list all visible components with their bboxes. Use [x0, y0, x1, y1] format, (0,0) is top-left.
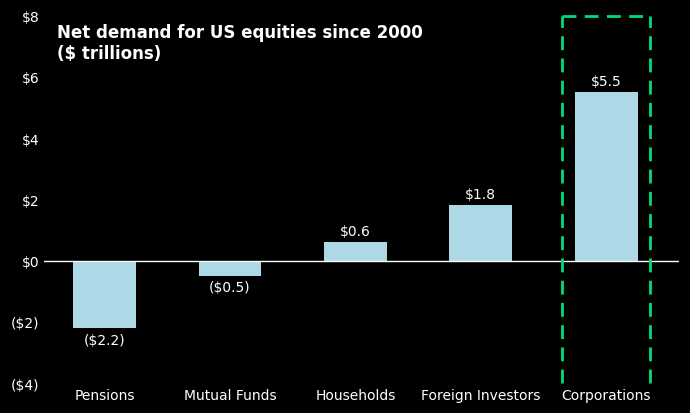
Bar — [324, 242, 387, 261]
Text: ($2.2): ($2.2) — [84, 333, 126, 347]
Text: Net demand for US equities since 2000
($ trillions): Net demand for US equities since 2000 ($… — [57, 24, 423, 63]
Text: $5.5: $5.5 — [591, 74, 622, 88]
Text: $0.6: $0.6 — [340, 224, 371, 238]
Bar — [575, 93, 638, 261]
Text: ($0.5): ($0.5) — [209, 281, 251, 295]
Text: $1.8: $1.8 — [465, 188, 496, 202]
Bar — [449, 206, 512, 261]
Bar — [199, 261, 262, 276]
Bar — [73, 261, 136, 328]
